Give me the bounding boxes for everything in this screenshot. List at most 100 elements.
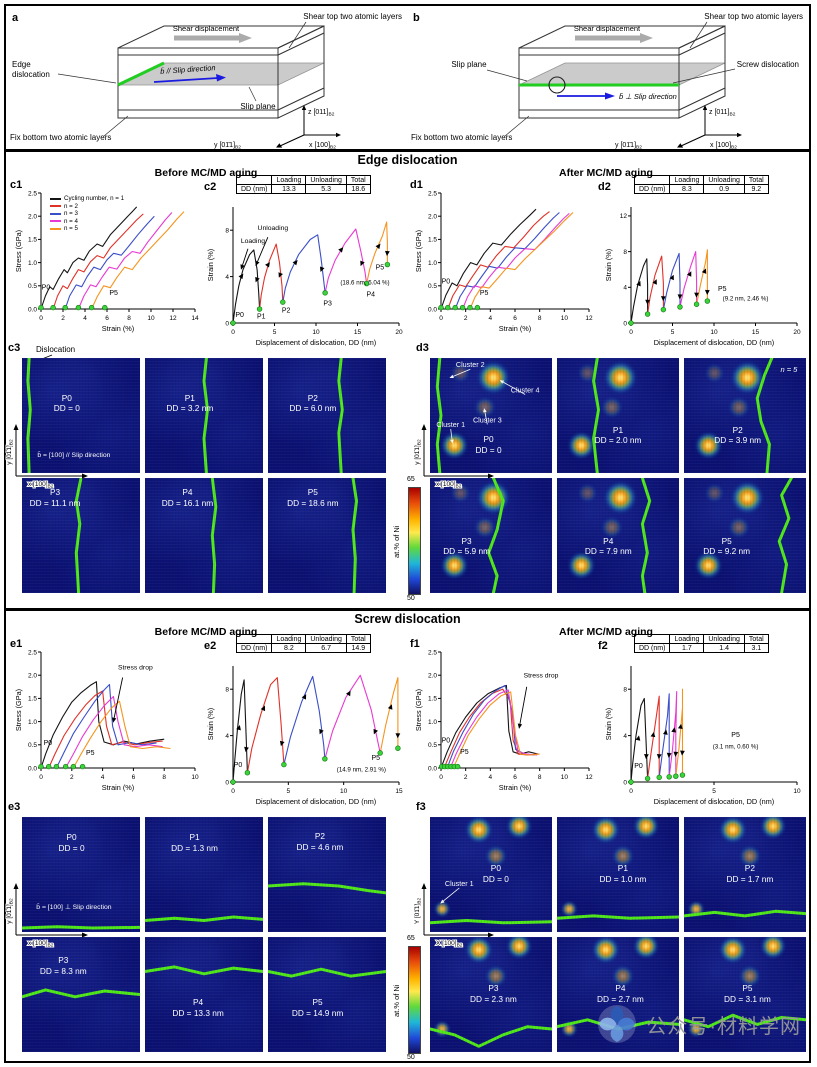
slip-plane-label: Slip plane [451,60,487,69]
svg-text:8: 8 [127,315,131,322]
heatmap-tile-p2: P2 DD = 1.7 nm [684,817,806,932]
svg-text:1.0: 1.0 [28,260,37,267]
tile-label: P3 DD = 5.9 nm [443,535,490,557]
svg-text:4: 4 [225,733,229,740]
slip-plane-shape [117,62,325,86]
heatmap-grid-c3: b̄ = [100] // Slip direction P0 DD = 0 P1 DD… [22,358,386,593]
svg-text:12: 12 [169,315,177,322]
svg-text:Cluster 4: Cluster 4 [511,386,540,395]
fix-bottom-layers-label: Fix bottom two atomic layers [411,133,512,142]
svg-text:10: 10 [793,788,801,795]
svg-text:Loading: Loading [241,238,265,245]
heatmap-tile-p4: P4 DD = 16.1 nm [145,478,263,593]
svg-text:(18.6 nm, 5.04 %): (18.6 nm, 5.04 %) [340,280,389,287]
tile-label: P5 DD = 18.6 nm [287,487,339,508]
svg-text:Stress drop: Stress drop [524,673,559,680]
edge-dislocation-line [117,61,165,87]
edge-dislocation-label-1: Edge [12,60,31,69]
svg-text:Strain (%): Strain (%) [102,783,134,792]
dd-table-d2: Loading Unloading Total DD (nm) 8.3 0.9 9.2 [633,175,769,194]
table-header-cell: Loading [669,634,705,644]
heatmap-tile-p4: P4 DD = 13.3 nm [145,937,263,1052]
svg-text:8: 8 [623,249,627,256]
table-cell: DD (nm) [235,643,273,653]
edge-after-aging-label: After MC/MD aging [559,167,653,179]
heatmap-tile-p2: P2 DD = 6.0 nm [268,358,386,473]
table-header-cell: Total [345,175,371,185]
svg-text:Y [01̄1]B2: Y [01̄1]B2 [414,897,423,924]
slip-plane-label: Slip plane [240,102,276,111]
f3-axes: Y [01̄1]B2 X [100]B2 [413,883,494,950]
colorbar-label: at.% of Ni [392,984,401,1018]
svg-text:P5: P5 [480,290,489,297]
tile-label: P4 DD = 13.3 nm [172,996,224,1018]
tile-label: P2 DD = 1.7 nm [726,863,774,884]
table-header-cell: Loading [669,175,705,185]
svg-text:Strain (%): Strain (%) [499,324,531,333]
svg-text:20: 20 [395,329,403,336]
colorbar-min: 50 [407,1054,415,1061]
svg-text:0.0: 0.0 [428,765,437,772]
svg-text:12: 12 [620,213,628,220]
colorbar-max: 65 [407,935,415,942]
svg-text:y [01̄1]B2: y [01̄1]B2 [6,898,15,924]
colorbar-gradient [408,946,421,1054]
table-cell: 1.7 [669,643,705,653]
svg-text:1.5: 1.5 [28,237,37,244]
table-header-cell [633,634,671,644]
panel-f1: f1 0 2 4 6 8 10 12 0.0 0.5 1.0 1.5 2.0 2.5 Strain (%)… [410,638,596,816]
table-header-cell: Loading [271,175,307,185]
panel-letter-b: b [413,12,420,24]
svg-text:(9.2 nm, 2.46 %): (9.2 nm, 2.46 %) [723,296,769,303]
svg-text:Displacement of dislocation, D: Displacement of dislocation, DD (nm) [654,338,774,347]
svg-text:P5: P5 [460,749,469,756]
svg-text:4: 4 [225,274,229,281]
chart-f2-strain-dd: 0 5 10 0 4 8 Displacement of dislocation, DD (… [604,660,802,811]
panel-e1: e1 0 2 4 6 8 10 0.0 0.5 1.0 1.5 2.0 2.5 Strain (%) St… [10,638,202,816]
svg-text:(3.1 nm, 0.60 %): (3.1 nm, 0.60 %) [713,743,759,750]
svg-text:Cluster 2: Cluster 2 [456,360,485,369]
chart-d1-stress-strain: 0 2 4 6 8 10 12 0.0 0.5 1.0 1.5 2.0 2.5 Strain (%) Str… [414,187,594,338]
heatmap-tile-p5: P5 DD = 14.9 nm [268,937,386,1052]
panel-d1: d1 0 2 4 6 8 10 12 0.0 0.5 1.0 1.5 2.0 2.5 Strain (%)… [410,179,596,357]
svg-text:2: 2 [464,315,468,322]
heatmap-grid-e3: b̄ = [100] ⊥ Slip direction P0 DD = 0 P1 DD … [22,817,386,1052]
svg-text:Stress (GPa): Stress (GPa) [414,689,423,731]
chart-c1-stress-strain: 0 2 4 6 8 10 12 14 0.0 0.5 1.0 1.5 2.0 2.5 Strain (%) S… [14,187,200,338]
svg-text:0: 0 [39,774,43,781]
colorbar-min: 50 [407,595,415,602]
chart-d2-strain-dd: 0 5 10 15 20 0 4 8 12 Displacement of dislocation… [604,201,802,352]
svg-text:8: 8 [162,774,166,781]
svg-text:15: 15 [354,329,362,336]
tile-label: P3 DD = 8.3 nm [39,955,87,977]
svg-text:P1: P1 [257,313,266,320]
legend-entry: n = 5 [50,225,124,233]
shear-displacement-label: Shear displacement [173,24,240,33]
tile-label: P2 DD = 3.9 nm [714,424,762,446]
screw-dislocation-section: Screw dislocation Before MC/MD aging Aft… [4,609,811,1063]
heatmap-tile-p1: P1 DD = 3.2 nm [145,358,263,473]
table-header-cell: Total [743,634,769,644]
table-cell: 5.3 [305,184,347,194]
svg-text:2: 2 [70,774,74,781]
table-header-cell: Unloading [305,175,347,185]
svg-text:y [01̄1]B2: y [01̄1]B2 [414,439,423,465]
edge-section-title: Edge dislocation [357,153,458,167]
svg-text:12: 12 [585,315,593,322]
panel-c2: c2 Loading Unloading Total DD (nm) 13.3 5.3 18… [204,175,406,357]
shear-displacement-label: Shear displacement [574,24,641,33]
svg-text:Stress (GPa): Stress (GPa) [14,230,23,272]
colorbar-max: 65 [407,476,415,483]
svg-text:P0: P0 [234,762,243,769]
watermark-text: 公众号·材料学网 [646,1015,801,1038]
svg-text:8: 8 [225,687,229,694]
svg-text:2: 2 [464,774,468,781]
slip-direction-label: b̄ // Slip direction [160,63,216,76]
tile-label: P3 DD = 2.3 nm [470,983,517,1004]
table-cell: 13.3 [271,184,307,194]
svg-text:8: 8 [538,774,542,781]
svg-text:8: 8 [538,315,542,322]
coordinate-axes [680,109,738,147]
heatmap-tile-p3: P3 DD = 5.9 nm [430,478,552,593]
svg-text:P0: P0 [42,285,51,292]
